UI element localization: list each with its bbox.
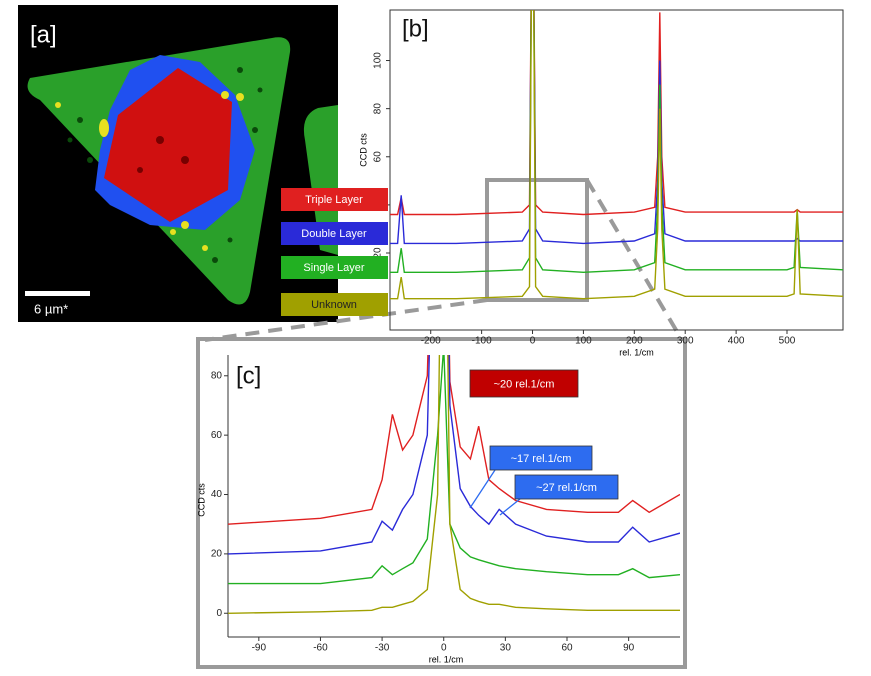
y-tick-label: 0 bbox=[216, 608, 222, 619]
annotation-text: ~17 rel.1/cm bbox=[511, 453, 572, 465]
spectrum-line bbox=[228, 355, 680, 614]
raman-map bbox=[18, 5, 338, 322]
annotation-pointer bbox=[499, 498, 521, 516]
spectrum-line bbox=[390, 10, 843, 274]
spectrum-line bbox=[390, 10, 843, 300]
x-tick-label: -30 bbox=[375, 643, 390, 654]
panel-label: [c] bbox=[236, 362, 261, 389]
x-tick-label: 100 bbox=[575, 336, 592, 347]
legend-label: Single Layer bbox=[303, 262, 364, 274]
annotation-pointer bbox=[469, 469, 496, 509]
legend-swatch bbox=[281, 293, 388, 316]
spectrum-line bbox=[390, 10, 843, 216]
x-axis-label: rel. 1/cm bbox=[429, 654, 464, 664]
zoom-indicator bbox=[196, 178, 687, 669]
spectrum-line bbox=[228, 355, 680, 555]
x-tick-label: 90 bbox=[623, 643, 635, 654]
panel-label: [a] bbox=[30, 21, 57, 48]
y-axis-label: CCD cts bbox=[358, 133, 368, 167]
spectrum-line bbox=[390, 10, 843, 245]
legend-swatch bbox=[281, 256, 388, 279]
y-tick-label: 80 bbox=[373, 103, 384, 115]
y-tick-label: 60 bbox=[211, 430, 223, 441]
x-tick-label: 0 bbox=[530, 336, 536, 347]
y-tick-label: 20 bbox=[373, 247, 384, 259]
y-tick-label: 80 bbox=[211, 370, 223, 381]
spectrum-line bbox=[228, 355, 680, 585]
legend-swatch bbox=[281, 222, 388, 245]
x-tick-label: 30 bbox=[500, 643, 512, 654]
y-tick-label: 60 bbox=[373, 151, 384, 163]
x-tick-label: 400 bbox=[728, 336, 745, 347]
x-tick-label: 300 bbox=[677, 336, 694, 347]
x-tick-label: 0 bbox=[441, 643, 447, 654]
x-tick-label: 500 bbox=[779, 336, 796, 347]
x-tick-label: 200 bbox=[626, 336, 643, 347]
annotation-box bbox=[469, 369, 579, 398]
y-axis-label: CCD cts bbox=[196, 483, 206, 517]
annotation-text: ~27 rel.1/cm bbox=[536, 482, 597, 494]
panel-label: [b] bbox=[402, 15, 429, 42]
plot-frame bbox=[389, 9, 844, 331]
x-tick-label: -100 bbox=[472, 336, 492, 347]
legend-label: Double Layer bbox=[301, 228, 367, 240]
annotation-box bbox=[489, 445, 593, 471]
annotation-box bbox=[514, 474, 619, 500]
y-tick-label: 20 bbox=[211, 549, 223, 560]
scale-bar-label: 6 µm* bbox=[34, 301, 68, 316]
legend-swatch bbox=[281, 188, 388, 211]
legend-label: Unknown bbox=[311, 299, 357, 311]
x-tick-label: -60 bbox=[313, 643, 328, 654]
annotation-text: ~20 rel.1/cm bbox=[494, 378, 555, 390]
spectrum-line bbox=[228, 355, 680, 525]
y-tick-label: 40 bbox=[211, 489, 223, 500]
y-tick-label: 100 bbox=[373, 52, 384, 69]
x-axis-label: rel. 1/cm bbox=[619, 347, 654, 357]
x-tick-label: -200 bbox=[421, 336, 441, 347]
legend-label: Triple Layer bbox=[305, 194, 363, 206]
x-tick-label: -90 bbox=[252, 643, 267, 654]
x-tick-label: 60 bbox=[561, 643, 573, 654]
